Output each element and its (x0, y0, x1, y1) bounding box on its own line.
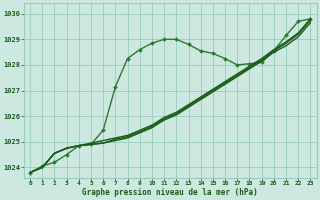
X-axis label: Graphe pression niveau de la mer (hPa): Graphe pression niveau de la mer (hPa) (82, 188, 258, 197)
